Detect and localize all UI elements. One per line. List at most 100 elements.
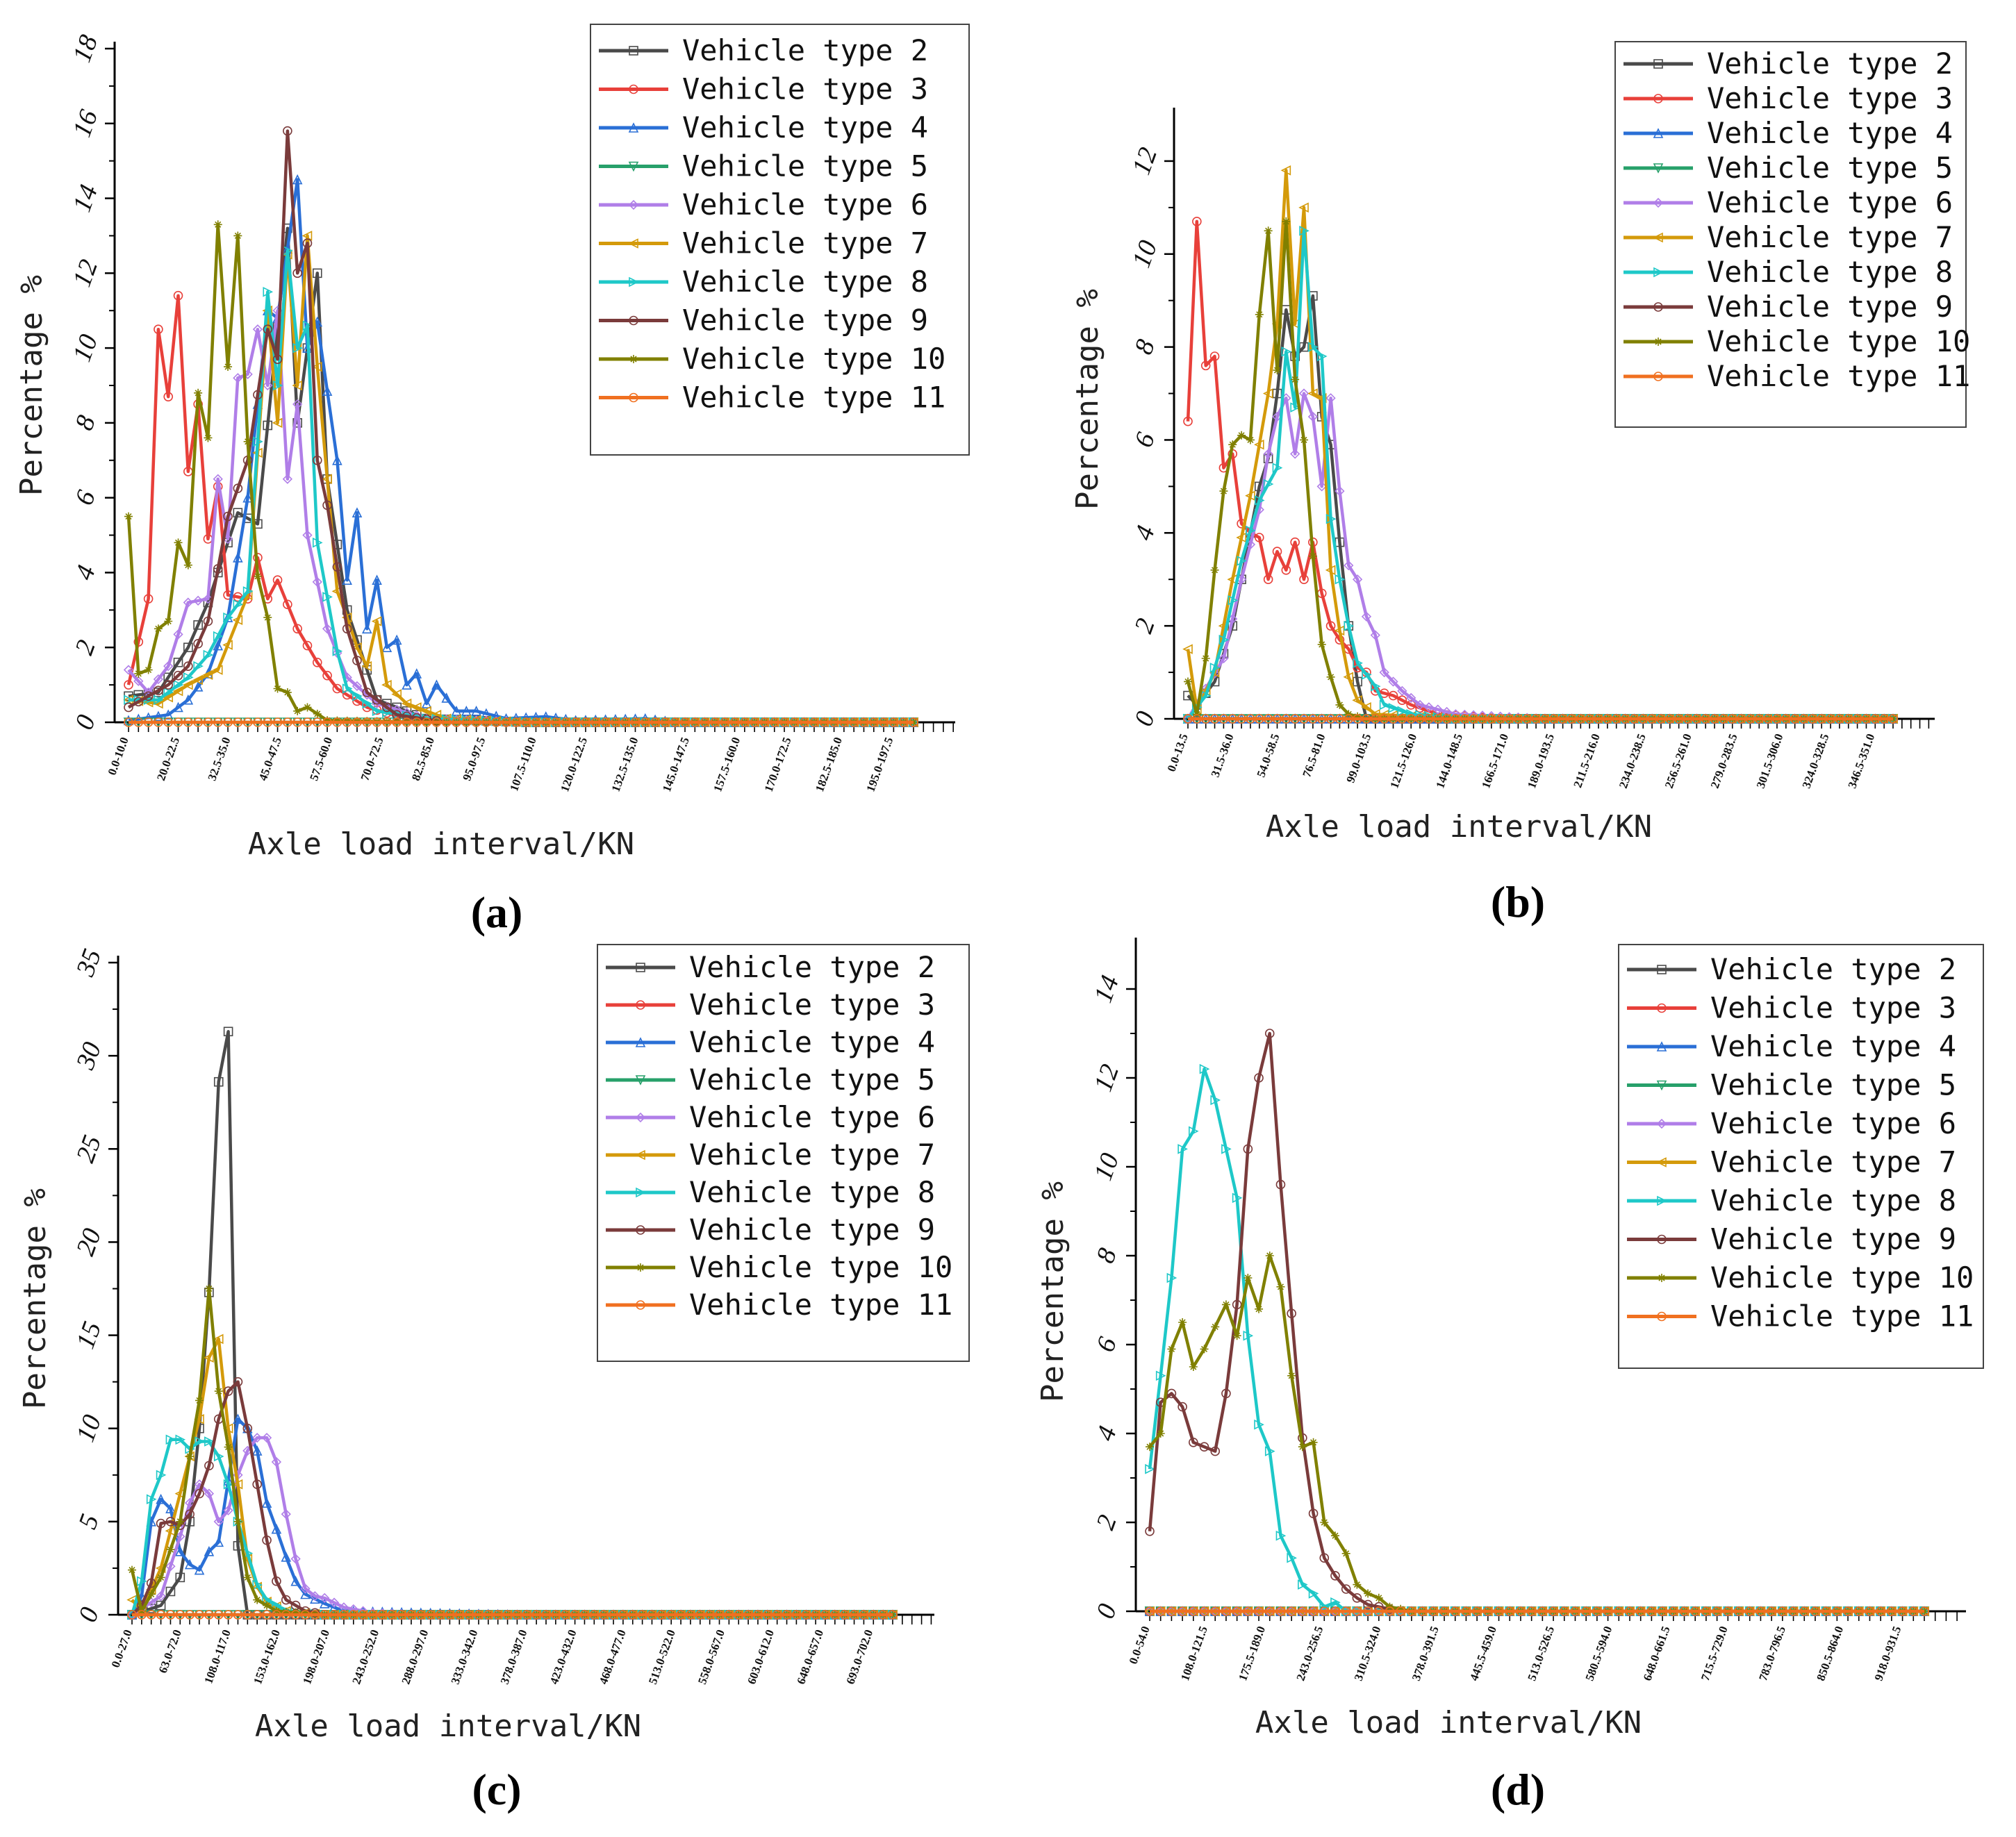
data-point	[1585, 714, 1594, 724]
x-tick-label: 211.5-216.0	[1571, 732, 1603, 790]
data-point	[750, 717, 759, 727]
data-point	[1263, 574, 1273, 585]
data-point	[1282, 217, 1291, 226]
data-point	[1221, 1300, 1230, 1309]
data-point	[1221, 1606, 1231, 1616]
data-point	[352, 642, 362, 653]
data-point	[271, 1523, 282, 1534]
data-point	[1254, 1073, 1264, 1083]
legend-marker	[1657, 1234, 1667, 1245]
data-point	[1853, 1606, 1864, 1616]
data-point	[133, 637, 144, 647]
data-point	[759, 717, 770, 727]
data-point	[1189, 1363, 1198, 1371]
data-point	[1287, 1308, 1296, 1318]
data-point	[292, 380, 302, 391]
x-tick-label: 195.0-197.5	[864, 735, 895, 794]
data-point	[242, 717, 253, 727]
data-point	[1581, 1606, 1591, 1616]
legend-entry: Vehicle type 11	[1710, 1299, 1974, 1333]
data-point	[173, 657, 183, 667]
x-tick-label: 31.5-36.0	[1209, 732, 1237, 779]
data-point	[401, 698, 412, 709]
data-point	[1799, 1606, 1810, 1616]
data-point	[261, 1432, 272, 1443]
data-point	[163, 709, 174, 720]
data-point	[323, 716, 332, 725]
legend-marker	[629, 46, 638, 56]
data-point	[185, 1610, 195, 1620]
data-point	[531, 1610, 541, 1620]
data-point	[484, 1610, 493, 1620]
data-point	[1219, 487, 1228, 496]
data-point	[1254, 1419, 1264, 1430]
data-point	[441, 717, 452, 727]
data-point	[163, 672, 174, 683]
y-tick-label: 4	[1091, 1422, 1123, 1445]
x-tick-label: 63.0-72.0	[156, 1628, 184, 1675]
x-tick-label: 107.5-110.0	[507, 735, 539, 793]
data-point	[183, 661, 193, 671]
x-tick-label: 918.0-931.5	[1872, 1624, 1904, 1683]
data-point	[137, 1576, 147, 1587]
data-point	[302, 640, 313, 651]
data-point	[163, 687, 174, 698]
data-point	[1299, 342, 1309, 352]
data-point	[1570, 1606, 1580, 1616]
panel-d: 0 2 4 6 8 10 12 14 0.0-54.0 108.0-121.5 175.5-189.…	[1035, 938, 1984, 1740]
x-tick-label: 243.0-252.0	[349, 1628, 381, 1686]
x-tick-label: 234.0-238.5	[1617, 732, 1649, 790]
data-point	[223, 511, 233, 522]
data-point	[312, 576, 322, 588]
data-point	[589, 1610, 600, 1620]
data-point	[362, 698, 373, 709]
data-point	[1406, 692, 1416, 704]
data-point	[222, 1423, 233, 1434]
data-point	[137, 1610, 147, 1620]
data-point	[1272, 547, 1282, 556]
data-point	[1276, 1282, 1285, 1291]
data-point	[362, 688, 372, 697]
data-point	[1397, 706, 1408, 717]
data-point	[690, 717, 700, 727]
data-point	[195, 1396, 204, 1405]
data-point	[382, 702, 392, 713]
data-point	[1505, 1606, 1515, 1616]
x-tick-label: 170.0-172.5	[762, 735, 794, 794]
data-point	[1363, 1599, 1373, 1610]
data-point	[272, 354, 283, 365]
data-point	[1166, 1388, 1177, 1399]
data-point	[391, 689, 402, 699]
data-point	[1835, 714, 1844, 724]
data-point	[1388, 676, 1398, 687]
x-tick-label: 288.0-297.0	[399, 1628, 431, 1686]
data-point	[1210, 1095, 1221, 1106]
data-point	[156, 1493, 166, 1504]
data-point	[165, 1503, 176, 1513]
data-point	[1362, 714, 1371, 724]
legend-entry: Vehicle type 10	[689, 1250, 952, 1284]
data-point	[1218, 653, 1229, 664]
data-point	[1625, 1606, 1635, 1616]
data-point	[213, 474, 223, 484]
data-point	[290, 1554, 301, 1564]
data-point	[1320, 1518, 1329, 1527]
series-vehicle-type-11	[124, 717, 918, 727]
data-point	[704, 1610, 715, 1620]
data-point	[1870, 714, 1881, 724]
legend-entry: Vehicle type 5	[1707, 151, 1953, 185]
data-point	[1183, 416, 1193, 426]
data-point	[1254, 533, 1264, 542]
data-point	[339, 1610, 349, 1620]
data-point	[392, 717, 402, 727]
legend-marker	[629, 84, 638, 94]
data-point	[124, 680, 133, 690]
data-point	[1620, 714, 1630, 724]
data-point	[1712, 1606, 1722, 1616]
data-point	[1897, 1606, 1908, 1616]
data-point	[1228, 714, 1238, 724]
data-point	[252, 1479, 262, 1489]
data-point	[1308, 1606, 1319, 1616]
data-point	[1246, 714, 1255, 724]
data-point	[791, 1610, 802, 1620]
